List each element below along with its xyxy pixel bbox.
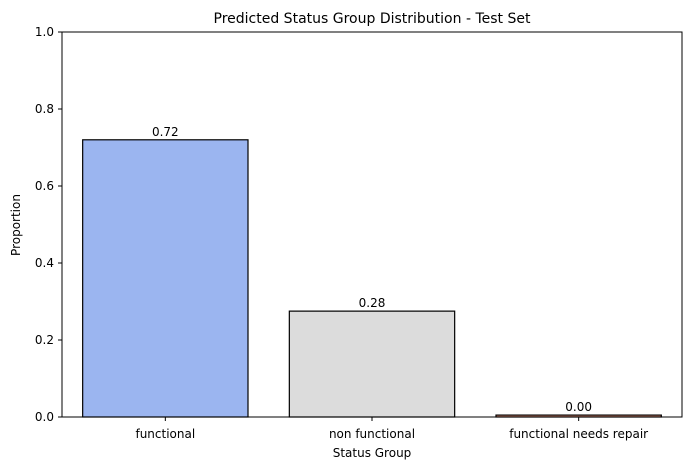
bar-value-label: 0.72 [152, 125, 179, 139]
y-tick-label: 0.6 [35, 179, 54, 193]
x-tick-label: non functional [329, 427, 415, 441]
y-tick-label: 0.4 [35, 256, 54, 270]
y-tick-label: 0.2 [35, 333, 54, 347]
x-tick-label: functional needs repair [509, 427, 648, 441]
chart-title: Predicted Status Group Distribution - Te… [214, 11, 531, 27]
y-tick-label: 0.0 [35, 410, 54, 424]
y-tick-label: 0.8 [35, 102, 54, 116]
y-axis-label: Proportion [9, 194, 23, 256]
ticks-group: functional non functional functional needs… [35, 25, 648, 441]
x-axis-label: Status Group [333, 446, 412, 460]
bars-group: 0.72 0.28 0.00 [82, 125, 662, 418]
plot-frame [61, 31, 683, 418]
bar-value-label: 0.28 [359, 296, 386, 310]
bar-value-label: 0.00 [565, 400, 592, 414]
y-tick-label: 1.0 [35, 25, 54, 39]
bar-functional [82, 139, 249, 418]
bar-non-functional [288, 310, 456, 418]
x-tick-label: functional [135, 427, 195, 441]
